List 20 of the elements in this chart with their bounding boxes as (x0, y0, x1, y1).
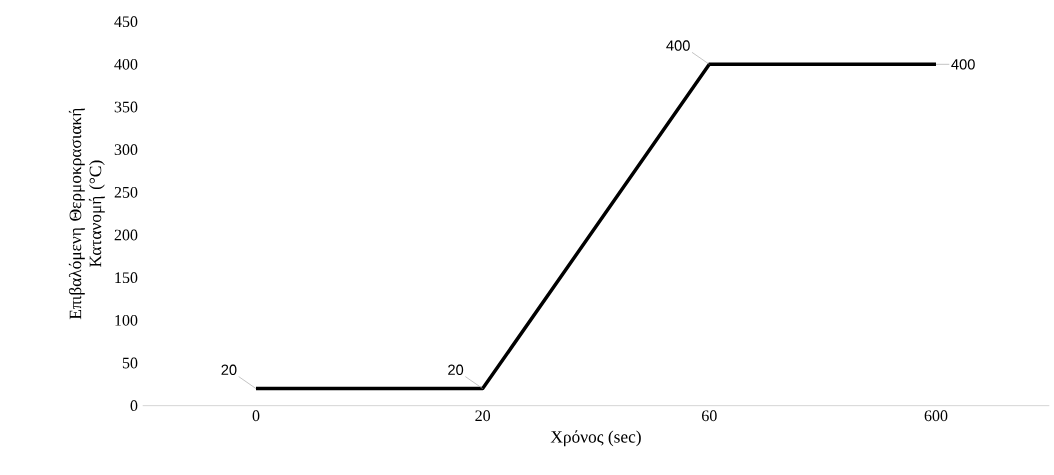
x-tick-label: 20 (475, 410, 491, 422)
y-tick-label: 450 (114, 16, 138, 28)
y-tick-label: 200 (114, 229, 138, 241)
y-tick-label: 300 (114, 144, 138, 156)
x-tick-label: 60 (702, 410, 717, 422)
y-axis-title: Επιβαλόμενη Θερμοκρασιακή Κατανομή (°C) (68, 108, 105, 320)
data-label: 20 (448, 364, 464, 375)
y-tick-label: 50 (122, 357, 138, 369)
y-tick-label: 400 (114, 58, 138, 70)
y-tick-label: 100 (115, 314, 138, 326)
x-axis-title: Χρόνος (sec) (550, 430, 641, 447)
y-tick-label: 0 (130, 400, 138, 412)
data-label: 400 (951, 59, 975, 70)
y-tick-label: 350 (114, 101, 138, 113)
x-tick-label: 600 (924, 410, 948, 422)
y-tick-label: 150 (115, 272, 138, 284)
data-label: 400 (666, 40, 690, 51)
y-tick-label: 250 (114, 186, 138, 198)
x-tick-label: 0 (252, 410, 260, 422)
data-label: 20 (221, 364, 237, 375)
